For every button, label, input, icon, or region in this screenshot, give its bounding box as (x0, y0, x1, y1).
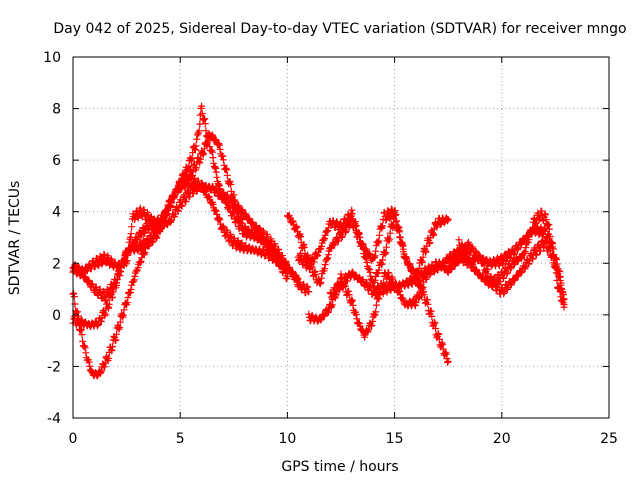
x-tick-label: 20 (493, 431, 511, 447)
y-tick-label: -2 (47, 359, 61, 375)
plot-frame (72, 56, 610, 419)
y-tick-label: 2 (52, 256, 61, 272)
axes: 0 5 10 15 20 25 -4 -2 0 2 4 6 8 10 (43, 50, 618, 447)
x-tick-label: 25 (600, 431, 618, 447)
x-tick-label: 0 (69, 431, 78, 447)
x-tick-label: 15 (386, 431, 404, 447)
y-tick-label: 8 (52, 102, 61, 118)
x-axis-label: GPS time / hours (281, 459, 398, 475)
x-tick-label: 5 (176, 431, 185, 447)
chart-title: Day 042 of 2025, Sidereal Day-to-day VTE… (53, 21, 626, 37)
series-track (444, 207, 568, 309)
series-track (455, 236, 568, 303)
y-tick-label: 4 (52, 205, 61, 221)
series-markers (455, 236, 568, 303)
y-tick-label: 0 (52, 308, 61, 324)
series-markers (444, 207, 568, 309)
y-tick-label: 10 (43, 50, 61, 66)
series-markers (69, 180, 313, 297)
data-series (69, 102, 568, 380)
x-tick-label: 10 (278, 431, 296, 447)
y-axis-label: SDTVAR / TECUs (7, 181, 23, 296)
grid (73, 57, 609, 418)
y-tick-label: 6 (52, 153, 61, 169)
y-tick-label: -4 (47, 411, 61, 427)
series-track (69, 180, 313, 297)
